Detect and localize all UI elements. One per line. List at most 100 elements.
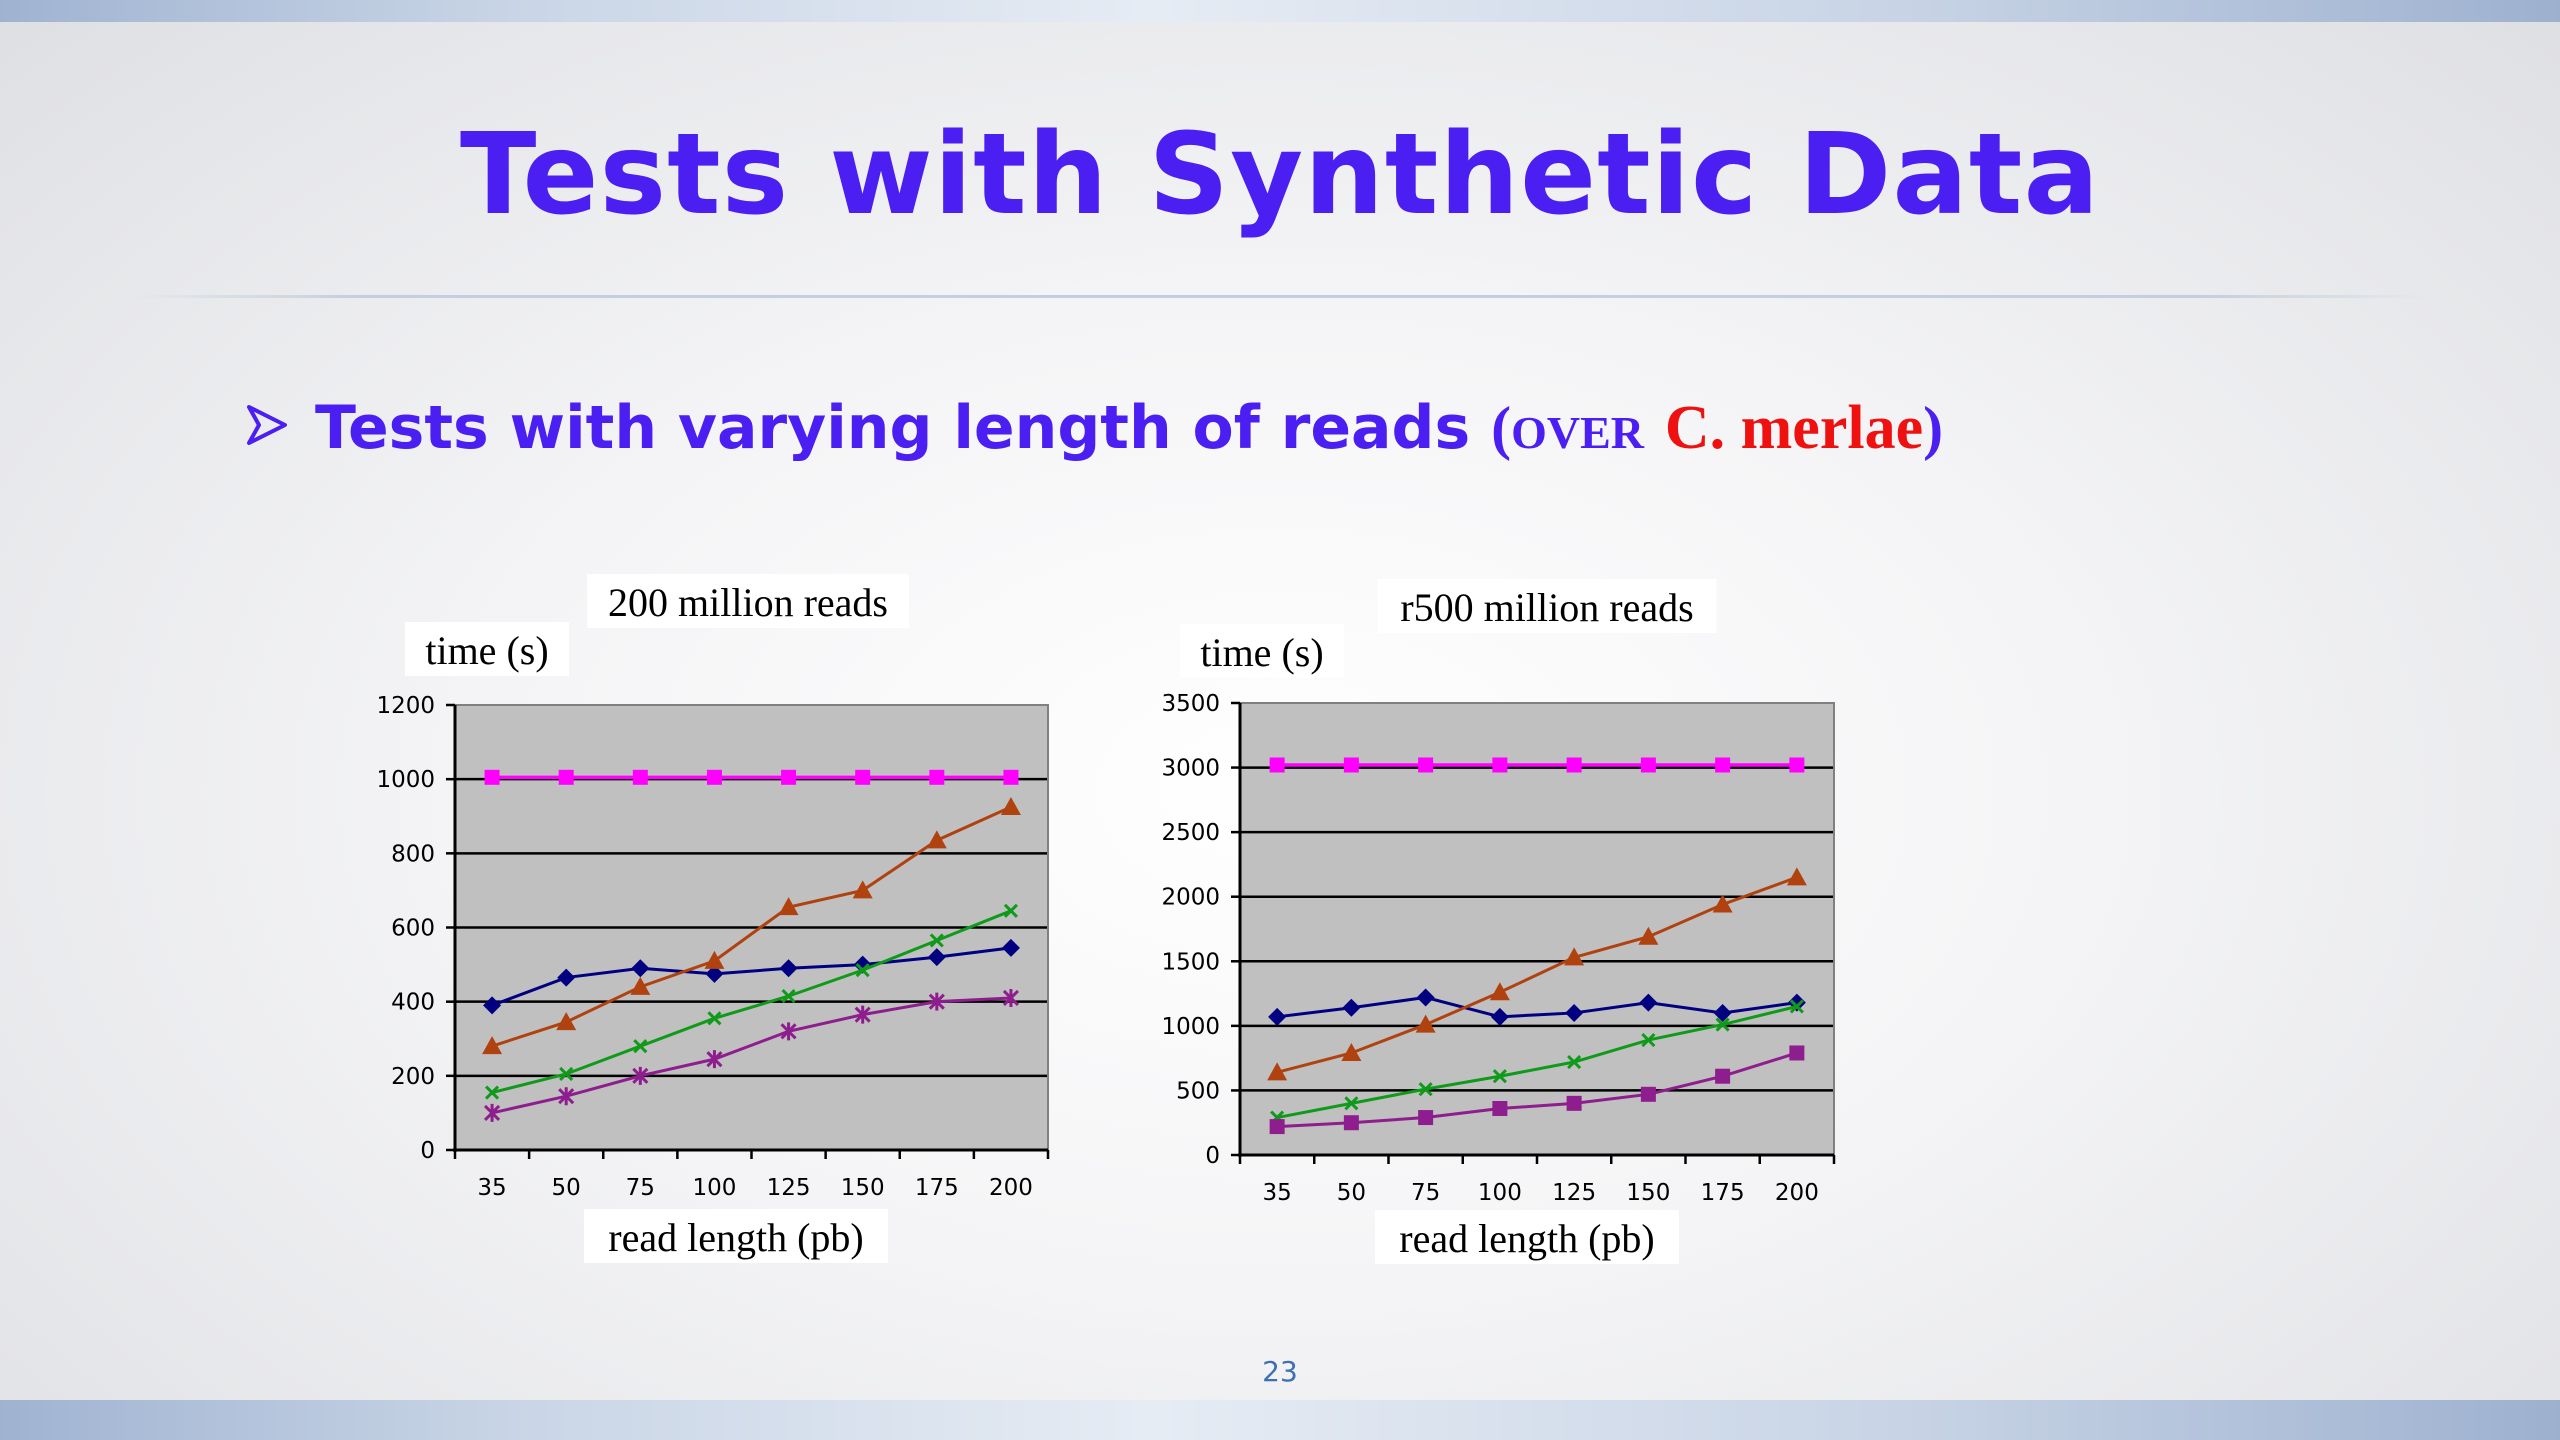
chart-title: r500 million reads <box>1400 585 1693 630</box>
series-1-point <box>632 769 648 785</box>
x-axis-label-box <box>584 1209 888 1263</box>
series-4-point <box>1418 1110 1434 1126</box>
series-4-point <box>780 1022 797 1041</box>
series-2-point <box>1564 947 1585 966</box>
y-tick-label: 2000 <box>1161 885 1220 911</box>
y-axis-label-box <box>1180 624 1344 678</box>
series-0-point <box>927 948 946 967</box>
series-1-point <box>1715 757 1731 773</box>
series-4-point <box>1492 1101 1508 1117</box>
y-tick-label: 0 <box>420 1138 435 1164</box>
series-4-point <box>1715 1068 1731 1084</box>
x-tick-label: 175 <box>1701 1180 1745 1206</box>
series-3-point <box>707 1011 722 1026</box>
series-0-line <box>491 946 1012 1007</box>
top-band <box>0 0 2560 22</box>
x-tick-label: 100 <box>692 1175 736 1201</box>
arrow-bullet-icon <box>247 405 287 445</box>
series-1-point <box>855 769 871 785</box>
y-tick-label: 600 <box>391 916 435 942</box>
series-3-line <box>491 909 1012 1094</box>
series-2-point <box>1000 796 1021 815</box>
series-0-point <box>557 968 576 987</box>
series-1-point <box>1269 757 1285 773</box>
chart-200-million-reads: 0 200 400 600 800 1000 1200 35 50 75 100 125 150 175 2… <box>376 574 1050 1263</box>
series-4-point <box>1789 1045 1805 1061</box>
series-2-point <box>630 976 651 995</box>
series-0-point <box>1342 998 1361 1017</box>
series-2-point <box>1489 982 1510 1001</box>
series-4-point <box>1002 988 1020 1007</box>
bullet-main-text: Tests with varying length of reads <box>315 393 1471 463</box>
series-0-point <box>483 996 502 1015</box>
y-tick-label: 800 <box>391 841 435 867</box>
chart-title-box <box>1377 579 1717 633</box>
series-2-line <box>491 805 1012 1048</box>
x-tick-label: 125 <box>1552 1180 1596 1206</box>
y-axis-label: time (s) <box>425 628 548 673</box>
x-axis-label: read length (pb) <box>1399 1216 1654 1261</box>
series-3-point <box>1492 1069 1507 1084</box>
series-2-point <box>1341 1042 1362 1061</box>
y-tick-label: 1000 <box>1161 1014 1220 1040</box>
chart-title: 200 million reads <box>608 580 888 625</box>
series-1-point <box>1492 757 1508 773</box>
y-axis-label: time (s) <box>1200 630 1323 675</box>
y-tick-label: 400 <box>391 990 435 1016</box>
y-tick-label: 200 <box>391 1064 435 1090</box>
x-tick-label: 150 <box>1626 1180 1670 1206</box>
y-axis-label-box <box>405 622 569 676</box>
series-4-point <box>558 1087 575 1106</box>
series-0-point <box>1416 988 1435 1007</box>
series-1-point <box>558 769 574 785</box>
y-tick-label: 2500 <box>1161 820 1220 846</box>
series-3-line <box>1276 1005 1798 1120</box>
x-tick-label: 35 <box>477 1175 506 1201</box>
x-tick-label: 100 <box>1478 1180 1522 1206</box>
series-3-point <box>929 933 944 948</box>
y-tick-label: 500 <box>1176 1078 1220 1104</box>
series-2-point <box>1786 867 1807 886</box>
series-2-point <box>1415 1014 1436 1033</box>
x-tick-label: 200 <box>989 1175 1033 1201</box>
series-3-point <box>1418 1082 1433 1097</box>
y-tick-label: 3000 <box>1161 756 1220 782</box>
series-3-point <box>855 963 870 978</box>
page-number: 23 <box>1262 1355 1298 1388</box>
slide-title: Tests with Synthetic Data <box>459 110 2101 240</box>
series-4-point <box>484 1103 501 1122</box>
series-0-point <box>779 959 798 978</box>
series-4-point <box>1343 1115 1359 1131</box>
series-4-point <box>928 992 945 1011</box>
series-3-point <box>633 1039 648 1054</box>
series-1-point <box>929 769 945 785</box>
series-1-point <box>1640 757 1656 773</box>
series-0-point <box>705 964 724 983</box>
series-3-point <box>559 1066 574 1082</box>
series-4-point <box>1566 1095 1582 1111</box>
series-0-point <box>1639 993 1658 1012</box>
series-0-line <box>1276 995 1798 1019</box>
title-divider <box>128 295 2432 298</box>
x-tick-label: 150 <box>841 1175 885 1201</box>
y-tick-label: 3500 <box>1161 691 1220 717</box>
bullet-species-text: C. merlae <box>1664 394 1924 462</box>
series-1-point <box>1003 769 1019 785</box>
series-1-point <box>484 769 500 785</box>
series-4-point <box>854 1005 871 1024</box>
series-2-point <box>926 830 947 849</box>
series-3-point <box>1715 1017 1730 1032</box>
chart-title-box <box>587 574 909 628</box>
bullet-text: Tests with varying length of reads (OVER… <box>315 393 1943 464</box>
series-1-point <box>1566 757 1582 773</box>
series-1-point <box>706 769 722 785</box>
series-3-point <box>781 989 796 1004</box>
x-tick-label: 75 <box>1411 1180 1440 1206</box>
x-tick-label: 125 <box>767 1175 811 1201</box>
series-0-point <box>1001 938 1020 957</box>
x-tick-label: 175 <box>915 1175 959 1201</box>
series-2-point <box>1267 1062 1288 1081</box>
series-4-point <box>1640 1086 1656 1102</box>
series-2-point <box>852 880 873 899</box>
x-tick-label: 50 <box>552 1175 581 1201</box>
